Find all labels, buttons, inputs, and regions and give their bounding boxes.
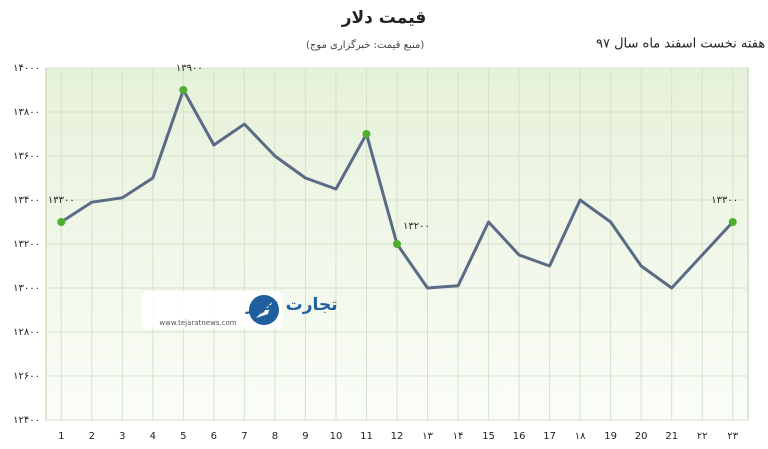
x-tick-label: 19 (604, 431, 617, 442)
x-tick-label: 4 (150, 431, 156, 442)
y-tick-label: ۱۳۴۰۰ (13, 195, 40, 206)
y-tick-label: ۱۳۸۰۰ (13, 107, 40, 118)
marker (362, 130, 371, 138)
chart-subtitle: روند قیمت دلار در سه هفته نخست اسفند ماه… (596, 37, 768, 52)
x-tick-label: ۱۴ (453, 431, 464, 442)
x-tick-label: 20 (635, 431, 648, 442)
marker (57, 218, 66, 226)
watermark-logo-mark (256, 302, 272, 318)
y-tick-label: ۱۳۶۰۰ (13, 151, 40, 162)
marker (393, 240, 401, 248)
marker (728, 218, 737, 226)
chart-title: قیمت دلار (341, 8, 427, 28)
y-tick-label: ۱۳۰۰۰ (13, 283, 40, 294)
watermark: تجارت نیوز www.tejaratnews.com (142, 291, 338, 329)
x-tick-label: 16 (513, 431, 526, 442)
data-label: ۱۳۲۰۰ (403, 221, 430, 232)
watermark-box (142, 291, 282, 329)
x-tick-label: 3 (119, 431, 125, 442)
y-tick-label: ۱۳۲۰۰ (13, 239, 40, 250)
x-tick-label: ۱۳ (422, 431, 433, 442)
data-label: ۱۳۳۰۰ (711, 195, 738, 206)
y-tick-label: ۱۲۶۰۰ (13, 371, 40, 382)
x-tick-label: 5 (180, 431, 186, 442)
x-tick-label: 1 (58, 431, 64, 442)
marker (179, 86, 188, 94)
x-tick-label: 2 (89, 431, 95, 442)
y-tick-label: ۱۴۰۰۰ (13, 63, 40, 74)
x-tick-label: ۱۸ (575, 431, 586, 442)
x-tick-label: 17 (543, 431, 556, 442)
x-tick-label: 10 (330, 431, 343, 442)
x-tick-label: 15 (482, 431, 495, 442)
data-label: ۱۳۹۰۰ (176, 63, 203, 74)
x-tick-label: 7 (241, 431, 247, 442)
x-tick-label: 21 (665, 431, 678, 442)
watermark-url: www.tejaratnews.com (159, 319, 236, 327)
x-tick-label: 12 (391, 431, 404, 442)
y-tick-label: ۱۲۸۰۰ (13, 327, 40, 338)
watermark-title: تجارت نیوز (245, 295, 338, 315)
x-tick-label: 6 (211, 431, 217, 442)
x-tick-label: 9 (302, 431, 308, 442)
x-tick-label: 11 (360, 431, 373, 442)
x-tick-label: 8 (272, 431, 278, 442)
y-tick-label: ۱۲۴۰۰ (13, 415, 40, 426)
data-label: ۱۳۳۰۰ (48, 195, 75, 206)
x-tick-label: ۲۲ (697, 431, 708, 442)
chart-source: (منبع قیمت: خبرگزاری موج) (306, 39, 424, 51)
x-tick-label: ۲۳ (727, 431, 738, 442)
